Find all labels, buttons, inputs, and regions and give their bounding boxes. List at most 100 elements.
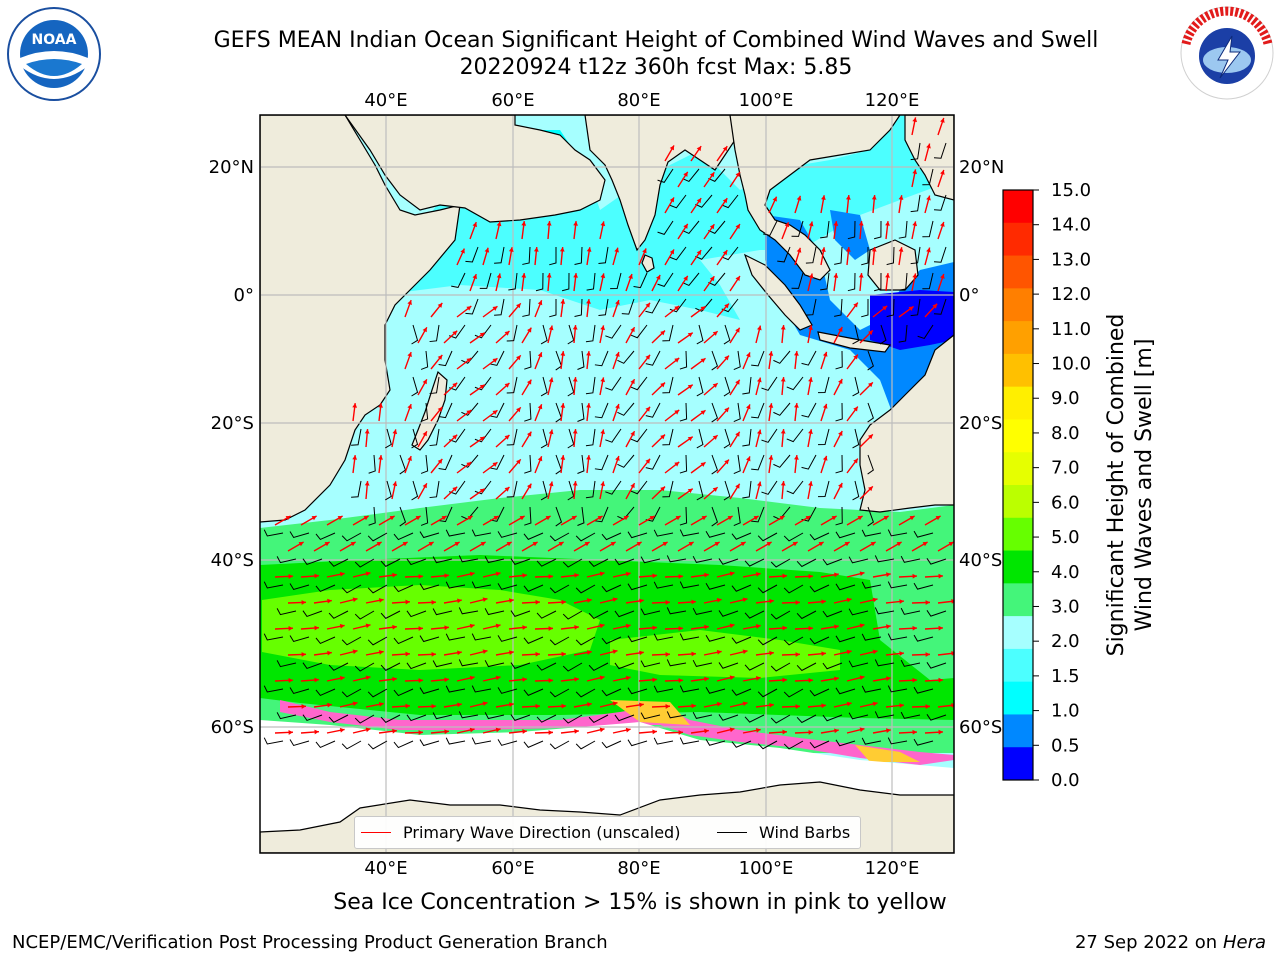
wave-arrow-head (535, 599, 540, 605)
wave-arrow-head (314, 677, 319, 683)
wind-barb (555, 506, 563, 527)
wave-arrow-head (769, 702, 774, 708)
wind-barb (705, 530, 726, 538)
wave-arrow-head (898, 247, 904, 252)
wind-barb (367, 584, 388, 594)
wind-barb (783, 584, 804, 594)
wind-barb (835, 454, 843, 474)
wave-arrow-head (600, 221, 606, 227)
wind-barb (471, 529, 492, 537)
wind-barb (523, 584, 544, 592)
wind-barb (926, 714, 947, 721)
lon-label-bottom: 120°E (865, 858, 920, 879)
wave-arrow-head (808, 377, 813, 383)
colorbar-tick-label: 10.0 (1051, 354, 1091, 375)
wave-arrow-head (516, 355, 521, 361)
wave-arrow-head (858, 221, 864, 226)
wave-arrow-head (615, 455, 620, 461)
wind-barb (705, 686, 726, 694)
wave-arrow-head (844, 542, 850, 547)
wave-arrow-head (871, 195, 877, 200)
wind-barb (549, 584, 570, 594)
wind-barb (419, 687, 440, 695)
wave-arrow-head (735, 327, 740, 333)
wind-barb (474, 324, 492, 339)
wind-barb (669, 298, 687, 313)
wave-arrow-head (492, 358, 498, 363)
wave-arrow-head (753, 516, 759, 521)
wave-arrow-head (479, 488, 485, 494)
wind-barb (818, 376, 830, 394)
wind-barb (777, 246, 791, 263)
wave-arrow-head (782, 625, 787, 631)
wind-barb (657, 220, 674, 235)
wave-arrow-head (496, 273, 502, 279)
wind-barb (461, 402, 479, 416)
wind-barb (731, 740, 752, 748)
wave-arrow-head (532, 542, 538, 547)
wave-arrow-head (780, 481, 786, 486)
colorbar-segment (1003, 222, 1033, 257)
wind-barb (847, 272, 856, 292)
wind-barb (598, 298, 609, 316)
colorbar-tick-label: 6.0 (1051, 492, 1080, 513)
wave-arrow-head (700, 358, 706, 363)
legend-label-barb: Wind Barbs (759, 823, 851, 842)
wave-arrow-head (645, 354, 651, 360)
wave-arrow-head (625, 675, 631, 681)
colorbar-tick-label: 11.0 (1051, 319, 1091, 340)
wave-arrow-head (339, 571, 345, 577)
wave-arrow-head (522, 573, 527, 578)
wave-arrow-head (466, 358, 472, 363)
wind-barb (605, 428, 622, 443)
wind-barb (861, 529, 882, 537)
wind-barb (610, 272, 622, 290)
colorbar-segment (1003, 550, 1033, 584)
wave-arrow-head (444, 677, 449, 683)
wind-barb (263, 633, 284, 641)
wind-barb (733, 506, 741, 527)
wind-barb (820, 220, 830, 239)
wind-barb (536, 662, 557, 671)
wave-arrow-head (492, 462, 498, 467)
wind-barb (900, 607, 921, 615)
wind-barb (354, 714, 375, 724)
wave-arrow-head (599, 571, 605, 577)
wave-arrow-head (696, 250, 702, 256)
wave-arrow-head (780, 325, 786, 330)
colorbar-segment (1003, 288, 1033, 322)
wave-arrow-head (712, 383, 718, 388)
wind-barb (458, 711, 479, 719)
wave-arrow-head (859, 623, 865, 629)
wave-arrow-head (615, 299, 620, 305)
wave-arrow-head (431, 703, 436, 709)
wave-arrow-head (740, 542, 746, 547)
wave-arrow-head (688, 542, 694, 547)
wind-barb (536, 558, 557, 567)
wind-barb (575, 740, 596, 750)
wave-arrow-head (885, 572, 891, 578)
wave-arrow-head (821, 703, 826, 709)
wave-arrow-head (561, 651, 566, 657)
wave-arrow-head (492, 410, 498, 415)
wind-barb (640, 660, 661, 668)
colorbar-tick-label: 4.0 (1051, 562, 1080, 583)
wave-arrow-head (418, 730, 423, 735)
wind-barb (783, 740, 804, 750)
wave-arrow-head (808, 221, 814, 227)
lat-label-right: 60°S (959, 717, 1002, 738)
wind-barb (393, 740, 414, 749)
wave-arrow-head (418, 574, 423, 579)
wave-arrow-head (645, 302, 651, 308)
wind-barb (354, 610, 375, 620)
wind-barb (801, 350, 817, 366)
wave-arrow-head (561, 703, 566, 709)
wave-arrow-head (712, 435, 718, 440)
wave-arrow-head (516, 407, 521, 413)
wave-arrow-head (298, 542, 304, 547)
wind-barb (465, 298, 479, 315)
wave-arrow-head (768, 403, 774, 408)
wind-barb (461, 454, 479, 468)
wind-barb (913, 582, 934, 590)
lon-label-bottom: 100°E (739, 858, 794, 879)
